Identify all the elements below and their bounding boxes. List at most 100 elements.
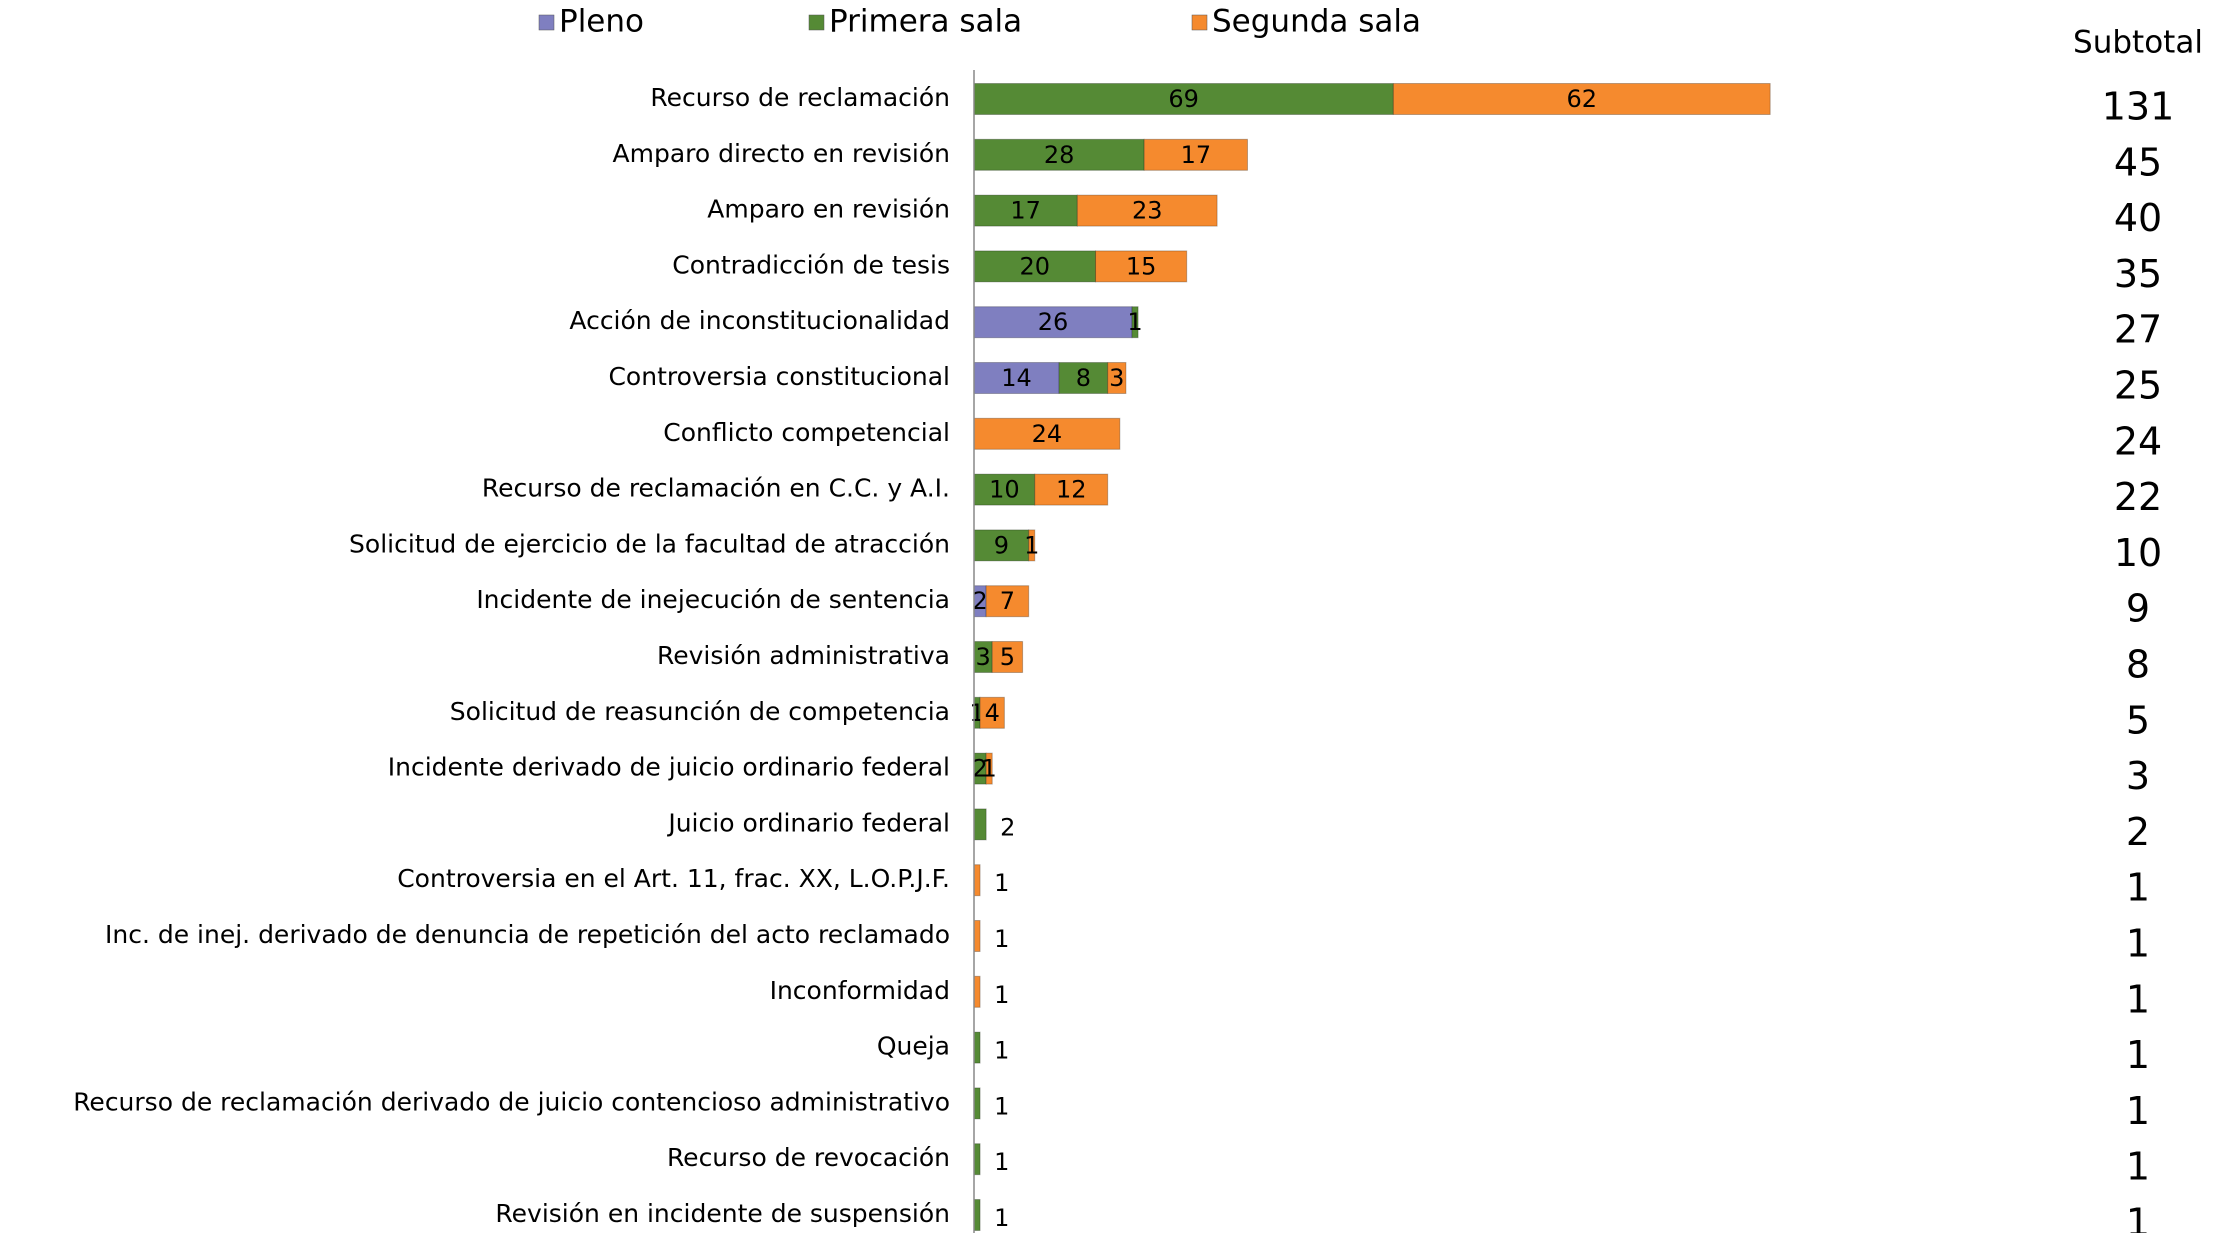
data-label: 5 [1000, 643, 1015, 671]
bar-segment [973, 138, 1145, 171]
data-label: 4 [985, 699, 1000, 727]
data-label: 17 [1010, 197, 1041, 225]
subtotal: 2 [2126, 810, 2150, 854]
legend-label: Segunda sala [1212, 4, 1421, 40]
subtotal: 25 [2114, 364, 2162, 408]
data-label: 2 [972, 587, 987, 615]
data-label: 1 [994, 925, 1009, 953]
data-label: 62 [1567, 85, 1598, 113]
data-label: 69 [1168, 85, 1199, 113]
subtotal-title: Subtotal [2073, 25, 2203, 61]
category-label: Recurso de reclamación derivado de juici… [73, 1087, 950, 1116]
data-label: 12 [1056, 476, 1087, 504]
bar-segment [973, 1143, 981, 1176]
data-label: 20 [1020, 252, 1051, 280]
data-label: 1 [994, 981, 1009, 1009]
bar-segment [973, 920, 981, 952]
category-label: Revisión en incidente de suspensión [495, 1199, 950, 1228]
category-label: Solicitud de reasunción de competencia [450, 697, 950, 726]
bar-segment [985, 585, 1030, 618]
category-label: Conflicto competencial [663, 418, 950, 447]
legend-swatch [1191, 14, 1208, 31]
legend-label: Primera sala [829, 4, 1022, 40]
legend-label: Pleno [559, 4, 644, 40]
subtotal: 40 [2114, 196, 2162, 240]
subtotal: 131 [2102, 85, 2175, 129]
bar-segment [1107, 362, 1127, 394]
category-label: Incidente de inejecución de sentencia [476, 585, 950, 614]
subtotal: 1 [2126, 1089, 2150, 1133]
subtotal: 1 [2126, 1145, 2150, 1189]
data-label: 17 [1181, 141, 1212, 169]
data-label: 1 [1024, 531, 1039, 559]
subtotal: 35 [2114, 252, 2162, 296]
subtotal: 1 [2126, 922, 2150, 966]
data-label: 3 [1109, 364, 1124, 392]
data-label: 1 [994, 1204, 1009, 1232]
data-label: 1 [1127, 308, 1142, 336]
category-label: Amparo en revisión [707, 195, 950, 224]
subtotal: 3 [2126, 754, 2150, 798]
subtotal: 10 [2114, 531, 2162, 575]
category-label: Controversia constitucional [608, 362, 950, 391]
data-label: 14 [1001, 364, 1032, 392]
bar-segment [1131, 306, 1139, 339]
bar-segment [973, 1087, 981, 1120]
category-label: Incidente derivado de juicio ordinario f… [388, 753, 950, 782]
category-label: Inconformidad [770, 976, 950, 1005]
data-label: 1 [994, 1092, 1009, 1120]
category-label: Recurso de reclamación en C.C. y A.I. [482, 474, 950, 503]
subtotal: 27 [2114, 308, 2162, 352]
category-label: Inc. de inej. derivado de denuncia de re… [105, 920, 950, 949]
data-label: 1 [994, 869, 1009, 897]
data-label: 2 [1000, 813, 1015, 841]
bar-segment [973, 83, 1394, 115]
category-label: Contradicción de tesis [672, 250, 950, 279]
bar-segment [1143, 138, 1248, 171]
bar-segment [991, 641, 1024, 673]
bar-segment [973, 1031, 981, 1064]
bar-segment [973, 975, 981, 1008]
data-label: 1 [994, 1148, 1009, 1176]
data-label: 8 [1076, 364, 1091, 392]
subtotal: 1 [2126, 866, 2150, 910]
data-label: 1 [982, 755, 997, 783]
category-label: Revisión administrativa [657, 641, 950, 670]
category-label: Solicitud de ejercicio de la facultad de… [349, 529, 950, 558]
data-label: 15 [1126, 252, 1157, 280]
data-label: 9 [994, 531, 1009, 559]
subtotal: 9 [2126, 587, 2150, 631]
bar-segment [1392, 83, 1771, 115]
category-label: Queja [877, 1032, 950, 1061]
bar-segment [1058, 362, 1109, 394]
subtotal: 8 [2126, 643, 2150, 687]
legend-swatch [808, 14, 825, 31]
category-label: Acción de inconstitucionalidad [569, 306, 950, 335]
subtotal: 1 [2126, 1201, 2150, 1233]
category-label: Controversia en el Art. 11, frac. XX, L.… [397, 864, 950, 893]
subtotal: 1 [2126, 977, 2150, 1021]
subtotal: 5 [2126, 698, 2150, 742]
bar-segment [973, 1199, 981, 1231]
bar-segment [1095, 250, 1188, 283]
data-label: 28 [1044, 141, 1075, 169]
data-label: 24 [1032, 420, 1063, 448]
subtotal: 22 [2114, 475, 2162, 519]
bar-segment [1034, 473, 1109, 506]
data-label: 23 [1132, 197, 1163, 225]
bar-segment [1076, 194, 1218, 227]
data-label: 10 [989, 476, 1020, 504]
bar-segment [973, 808, 987, 841]
category-label: Recurso de revocación [667, 1143, 950, 1172]
bar-segment [973, 250, 1097, 283]
bar-segment [1028, 529, 1036, 562]
data-label: 3 [975, 643, 990, 671]
bar-segment [973, 362, 1060, 394]
data-label: 26 [1038, 308, 1069, 336]
data-label: 2 [972, 755, 987, 783]
subtotal: 1 [2126, 1033, 2150, 1077]
bar-segment [973, 417, 1121, 450]
category-label: Recurso de reclamación [650, 83, 950, 112]
data-label: 1 [994, 1037, 1009, 1065]
